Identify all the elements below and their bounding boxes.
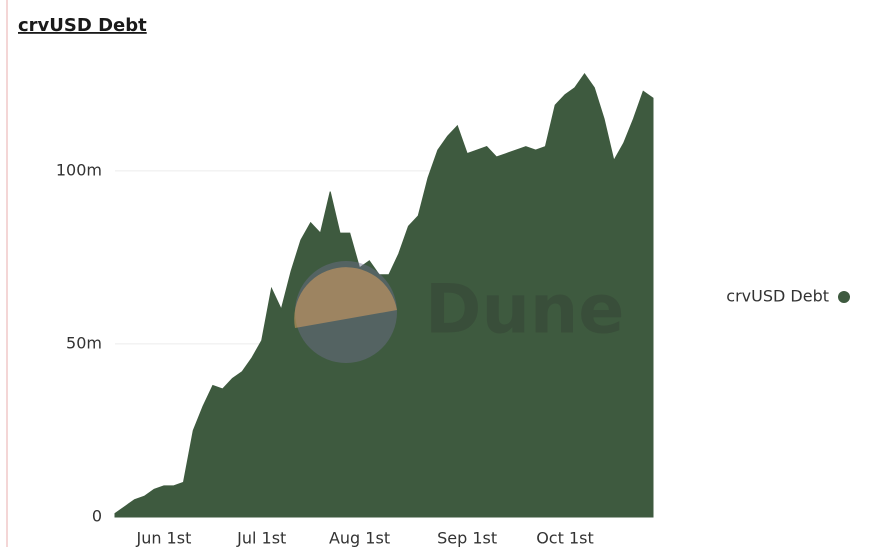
legend-label: crvUSD Debt bbox=[726, 287, 829, 306]
watermark-logo-top bbox=[294, 267, 397, 328]
y-tick-label: 50m bbox=[66, 333, 102, 352]
x-tick-label: Oct 1st bbox=[536, 529, 594, 547]
y-tick-label: 100m bbox=[56, 160, 102, 179]
legend-marker bbox=[838, 291, 850, 303]
x-tick-label: Jul 1st bbox=[236, 529, 286, 547]
x-tick-label: Aug 1st bbox=[329, 529, 390, 547]
y-tick-label: 0 bbox=[92, 507, 102, 526]
chart-title: crvUSD Debt bbox=[18, 15, 147, 36]
x-tick-label: Sep 1st bbox=[437, 529, 497, 547]
watermark: Dune bbox=[425, 271, 624, 350]
x-tick-label: Jun 1st bbox=[135, 529, 191, 547]
